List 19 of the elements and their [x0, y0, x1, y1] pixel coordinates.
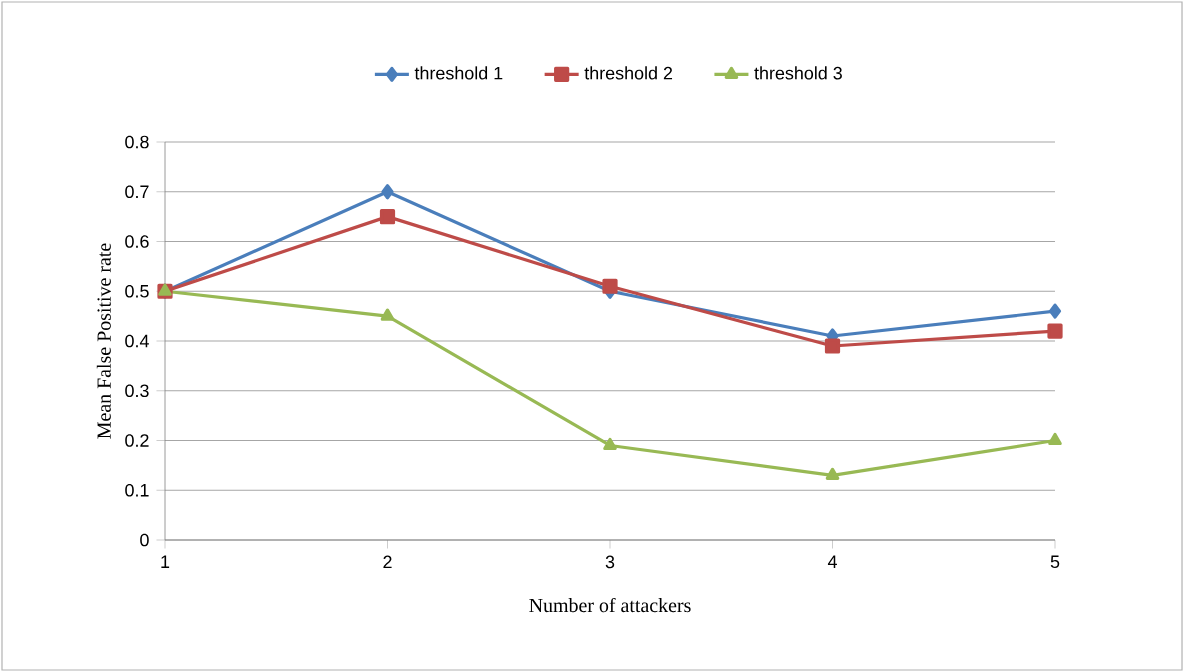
- y-tick-label: 0.1: [125, 483, 149, 497]
- y-tick-label: 0.7: [125, 185, 149, 199]
- x-tick-label: 4: [827, 555, 837, 568]
- legend-label: threshold 3: [754, 66, 842, 80]
- y-axis-title: Mean False Positive rate: [96, 243, 111, 439]
- x-tick-label: 2: [383, 555, 392, 569]
- x-tick-label: 5: [1050, 555, 1060, 569]
- x-tick-label: 3: [605, 555, 615, 569]
- y-tick-label: 0: [140, 533, 149, 547]
- y-tick-label: 0.6: [125, 235, 149, 248]
- y-tick-label: 0.8: [125, 135, 149, 149]
- x-tick-label: 1: [161, 555, 170, 568]
- x-axis-title: Number of attackers: [529, 597, 691, 613]
- y-tick-label: 0.5: [125, 284, 149, 298]
- legend-label: threshold 1: [414, 66, 503, 80]
- y-tick-label: 0.2: [125, 434, 149, 447]
- y-tick-label: 0.3: [125, 384, 149, 398]
- legend-label: threshold 2: [584, 66, 673, 80]
- y-tick-label: 0.4: [125, 334, 149, 348]
